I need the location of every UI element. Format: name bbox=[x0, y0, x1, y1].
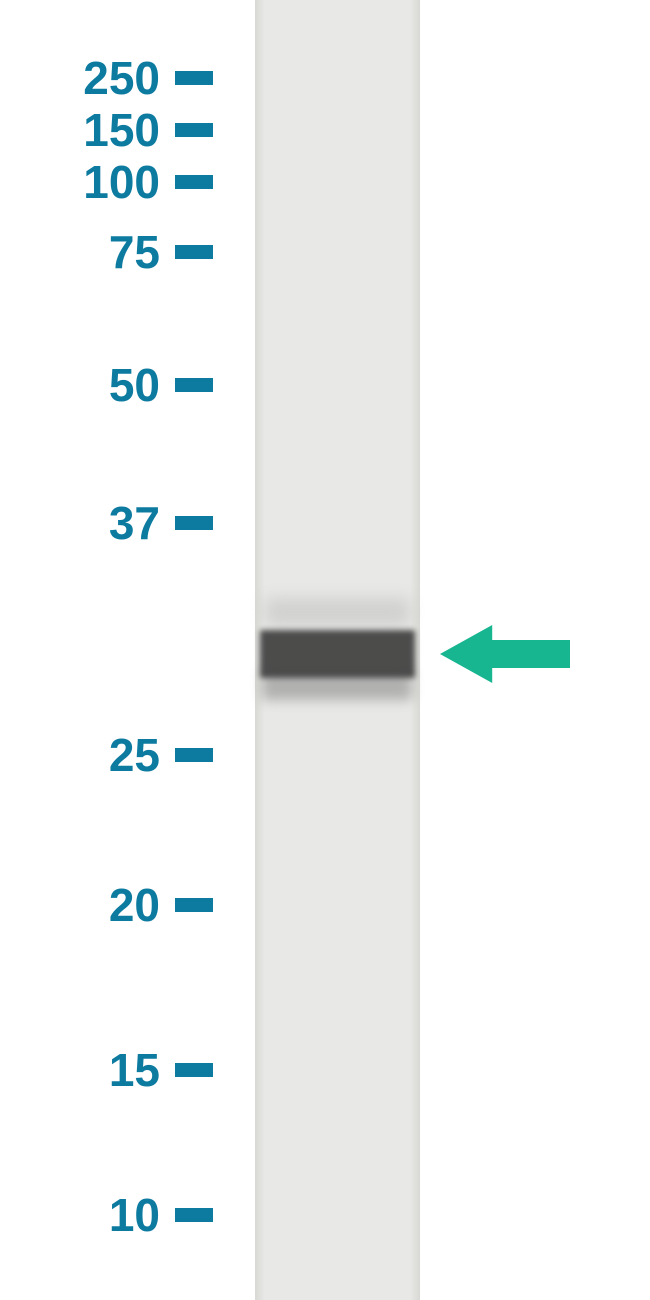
protein-band bbox=[262, 670, 412, 700]
western-blot-figure: 250150100 75 50 37 25 20 15 10 bbox=[0, 0, 650, 1300]
mw-marker-tick bbox=[175, 175, 213, 189]
mw-marker-label: 150 bbox=[50, 103, 160, 157]
target-band-arrow-icon bbox=[440, 625, 570, 683]
mw-marker-label: 25 bbox=[82, 728, 160, 782]
mw-marker-tick bbox=[175, 123, 213, 137]
mw-marker-tick bbox=[175, 898, 213, 912]
mw-marker-tick bbox=[175, 516, 213, 530]
mw-marker-tick bbox=[175, 245, 213, 259]
mw-marker-tick bbox=[175, 748, 213, 762]
mw-marker-label: 250 bbox=[50, 51, 160, 105]
mw-marker-label: 50 bbox=[82, 358, 160, 412]
mw-marker-label: 10 bbox=[82, 1188, 160, 1242]
mw-marker-label: 15 bbox=[82, 1043, 160, 1097]
mw-marker-tick bbox=[175, 71, 213, 85]
mw-marker-label: 75 bbox=[82, 225, 160, 279]
mw-marker-label: 37 bbox=[82, 496, 160, 550]
mw-marker-tick bbox=[175, 1063, 213, 1077]
mw-marker-tick bbox=[175, 378, 213, 392]
mw-marker-label: 100 bbox=[50, 155, 160, 209]
mw-marker-tick bbox=[175, 1208, 213, 1222]
mw-marker-label: 20 bbox=[82, 878, 160, 932]
protein-band bbox=[265, 598, 410, 626]
